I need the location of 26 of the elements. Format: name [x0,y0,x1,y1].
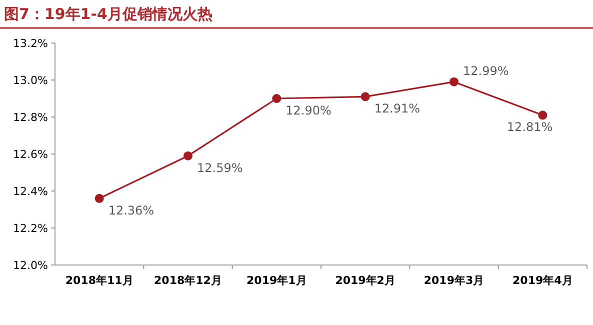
x-tick-label: 2019年1月 [246,274,307,287]
point [538,110,548,120]
data-label: 12.91% [374,102,420,116]
data-label: 12.81% [506,120,553,134]
y-tick-label: 12.8% [13,111,48,124]
y-tick-label: 12.2% [13,222,48,235]
y-tick-label: 12.4% [13,185,48,198]
point [450,77,458,86]
data-label: 12.99% [463,64,509,78]
point [184,151,192,160]
y-tick-label: 12.6% [13,148,48,161]
x-tick-label: 2018年12月 [154,274,222,287]
point [272,94,282,103]
x-tick-label: 2019年4月 [512,274,573,287]
x-tick-label: 2019年2月 [335,274,396,287]
x-tick-label: 2018年11月 [65,274,134,287]
data-label: 12.59% [197,160,243,175]
y-tick-label: 13.0% [13,74,48,87]
y-tick-label: 13.2% [13,37,48,50]
x-tick-label: 2019年3月 [424,274,484,287]
chart-title: 图7：19年1-4月促销情况火热 [4,5,212,23]
data-label: 12.36% [108,203,154,218]
y-tick-label: 12.0% [13,259,48,272]
data-label: 12.90% [286,104,332,118]
point [94,194,104,203]
point [360,92,370,102]
